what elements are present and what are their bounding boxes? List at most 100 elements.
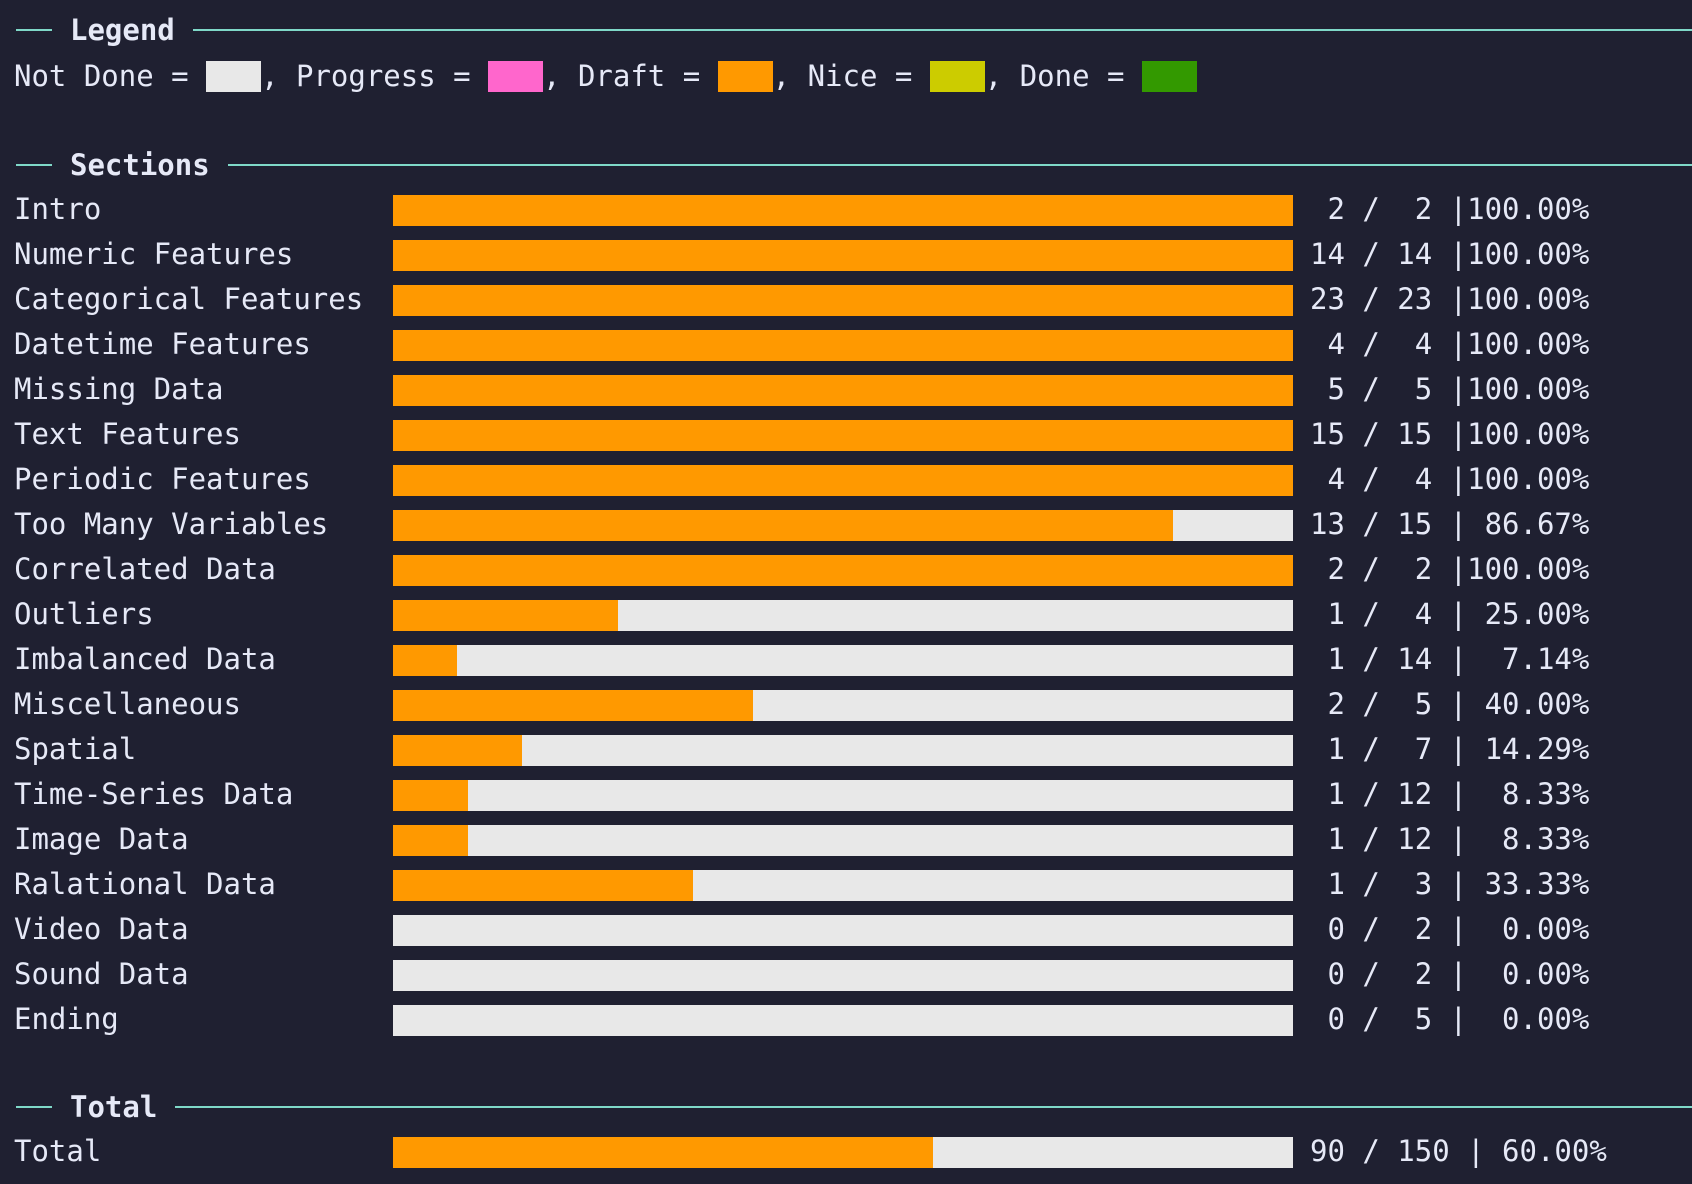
section-row: Video Data 0 / 2 | 0.00%: [14, 909, 1674, 949]
section-row: Periodic Features 4 / 4 |100.00%: [14, 459, 1674, 499]
total-row: Total 90 / 150 | 60.00%: [14, 1131, 1674, 1171]
section-stats: 2 / 2 |100.00%: [1310, 552, 1590, 586]
section-stats: 1 / 4 | 25.00%: [1310, 597, 1590, 631]
section-progress-bar: [393, 780, 1293, 811]
section-row: Time-Series Data 1 / 12 | 8.33%: [14, 774, 1674, 814]
section-stats: 13 / 15 | 86.67%: [1310, 507, 1590, 541]
section-progress-bar: [393, 285, 1293, 316]
section-row: Categorical Features 23 / 23 |100.00%: [14, 279, 1674, 319]
section-row: Missing Data 5 / 5 |100.00%: [14, 369, 1674, 409]
section-progress-bar: [393, 555, 1293, 586]
section-stats: 1 / 7 | 14.29%: [1310, 732, 1590, 766]
section-progress-bar: [393, 375, 1293, 406]
section-row: Numeric Features 14 / 14 |100.00%: [14, 234, 1674, 274]
legend-label: Not Done =: [14, 59, 207, 93]
section-label: Imbalanced Data: [14, 642, 276, 676]
sections-heading: Sections: [70, 148, 210, 182]
section-stats: 1 / 12 | 8.33%: [1310, 822, 1590, 856]
section-label: Missing Data: [14, 372, 224, 406]
legend-swatch-done: [1141, 60, 1197, 92]
section-label: Miscellaneous: [14, 687, 241, 721]
rule-line: [175, 1106, 1692, 1108]
rule-dash: [16, 1106, 52, 1108]
section-row: Spatial 1 / 7 | 14.29%: [14, 729, 1674, 769]
section-row: Ending 0 / 5 | 0.00%: [14, 999, 1674, 1039]
section-progress-fill: [393, 285, 1293, 316]
section-row: Sound Data 0 / 2 | 0.00%: [14, 954, 1674, 994]
section-label: Datetime Features: [14, 327, 311, 361]
section-label: Numeric Features: [14, 237, 294, 271]
section-progress-bar: [393, 240, 1293, 271]
section-label: Image Data: [14, 822, 189, 856]
section-progress-fill: [393, 195, 1293, 226]
section-label: Time-Series Data: [14, 777, 294, 811]
section-progress-bar: [393, 465, 1293, 496]
section-label: Ending: [14, 1002, 119, 1036]
section-progress-fill: [393, 735, 522, 766]
section-label: Outliers: [14, 597, 154, 631]
section-stats: 4 / 4 |100.00%: [1310, 462, 1590, 496]
legend-label: , Progress =: [261, 59, 489, 93]
rule-dash: [16, 29, 52, 31]
section-stats: 0 / 2 | 0.00%: [1310, 957, 1590, 991]
section-stats: 2 / 2 |100.00%: [1310, 192, 1590, 226]
legend-swatch-progress: [488, 60, 544, 92]
section-progress-fill: [393, 690, 753, 721]
section-stats: 1 / 14 | 7.14%: [1310, 642, 1590, 676]
section-progress-bar: [393, 330, 1293, 361]
section-stats: 1 / 12 | 8.33%: [1310, 777, 1590, 811]
section-progress-fill: [393, 600, 618, 631]
total-label: Total: [14, 1134, 102, 1168]
total-rule: Total: [16, 1087, 1692, 1127]
section-progress-bar: [393, 1005, 1293, 1036]
section-progress-bar: [393, 195, 1293, 226]
legend: Not Done = , Progress = , Draft = , Nice…: [14, 56, 1197, 96]
legend-label: , Nice =: [772, 59, 930, 93]
section-progress-bar: [393, 870, 1293, 901]
legend-label: , Done =: [984, 59, 1142, 93]
section-progress-bar: [393, 960, 1293, 991]
section-label: Text Features: [14, 417, 241, 451]
section-row: Too Many Variables 13 / 15 | 86.67%: [14, 504, 1674, 544]
section-label: Ralational Data: [14, 867, 276, 901]
section-label: Periodic Features: [14, 462, 311, 496]
section-stats: 15 / 15 |100.00%: [1310, 417, 1590, 451]
section-label: Intro: [14, 192, 102, 226]
section-stats: 5 / 5 |100.00%: [1310, 372, 1590, 406]
legend-swatch-nice: [929, 60, 985, 92]
legend-swatch-draft: [717, 60, 773, 92]
section-progress-fill: [393, 645, 458, 676]
rule-dash: [16, 164, 52, 166]
section-progress-bar: [393, 600, 1293, 631]
section-progress-fill: [393, 420, 1293, 451]
section-row: Datetime Features 4 / 4 |100.00%: [14, 324, 1674, 364]
rule-line: [192, 29, 1692, 31]
legend-swatch-not-done: [206, 60, 262, 92]
section-progress-bar: [393, 510, 1293, 541]
section-progress-fill: [393, 825, 468, 856]
section-progress-fill: [393, 240, 1293, 271]
section-stats: 14 / 14 |100.00%: [1310, 237, 1590, 271]
section-row: Outliers 1 / 4 | 25.00%: [14, 594, 1674, 634]
section-progress-fill: [393, 375, 1293, 406]
section-progress-fill: [393, 510, 1174, 541]
section-progress-bar: [393, 915, 1293, 946]
section-label: Correlated Data: [14, 552, 276, 586]
section-row: Ralational Data 1 / 3 | 33.33%: [14, 864, 1674, 904]
section-progress-bar: [393, 825, 1293, 856]
section-label: Sound Data: [14, 957, 189, 991]
section-row: Intro 2 / 2 |100.00%: [14, 189, 1674, 229]
section-progress-bar: [393, 735, 1293, 766]
total-heading: Total: [70, 1090, 158, 1124]
section-label: Too Many Variables: [14, 507, 329, 541]
section-label: Spatial: [14, 732, 137, 766]
section-stats: 2 / 5 | 40.00%: [1310, 687, 1590, 721]
sections-rule: Sections: [16, 145, 1692, 185]
rule-line: [227, 164, 1692, 166]
total-progress-fill: [393, 1137, 933, 1168]
section-progress-fill: [393, 870, 693, 901]
legend-rule: Legend: [16, 10, 1692, 50]
section-row: Image Data 1 / 12 | 8.33%: [14, 819, 1674, 859]
section-progress-bar: [393, 420, 1293, 451]
section-row: Miscellaneous 2 / 5 | 40.00%: [14, 684, 1674, 724]
